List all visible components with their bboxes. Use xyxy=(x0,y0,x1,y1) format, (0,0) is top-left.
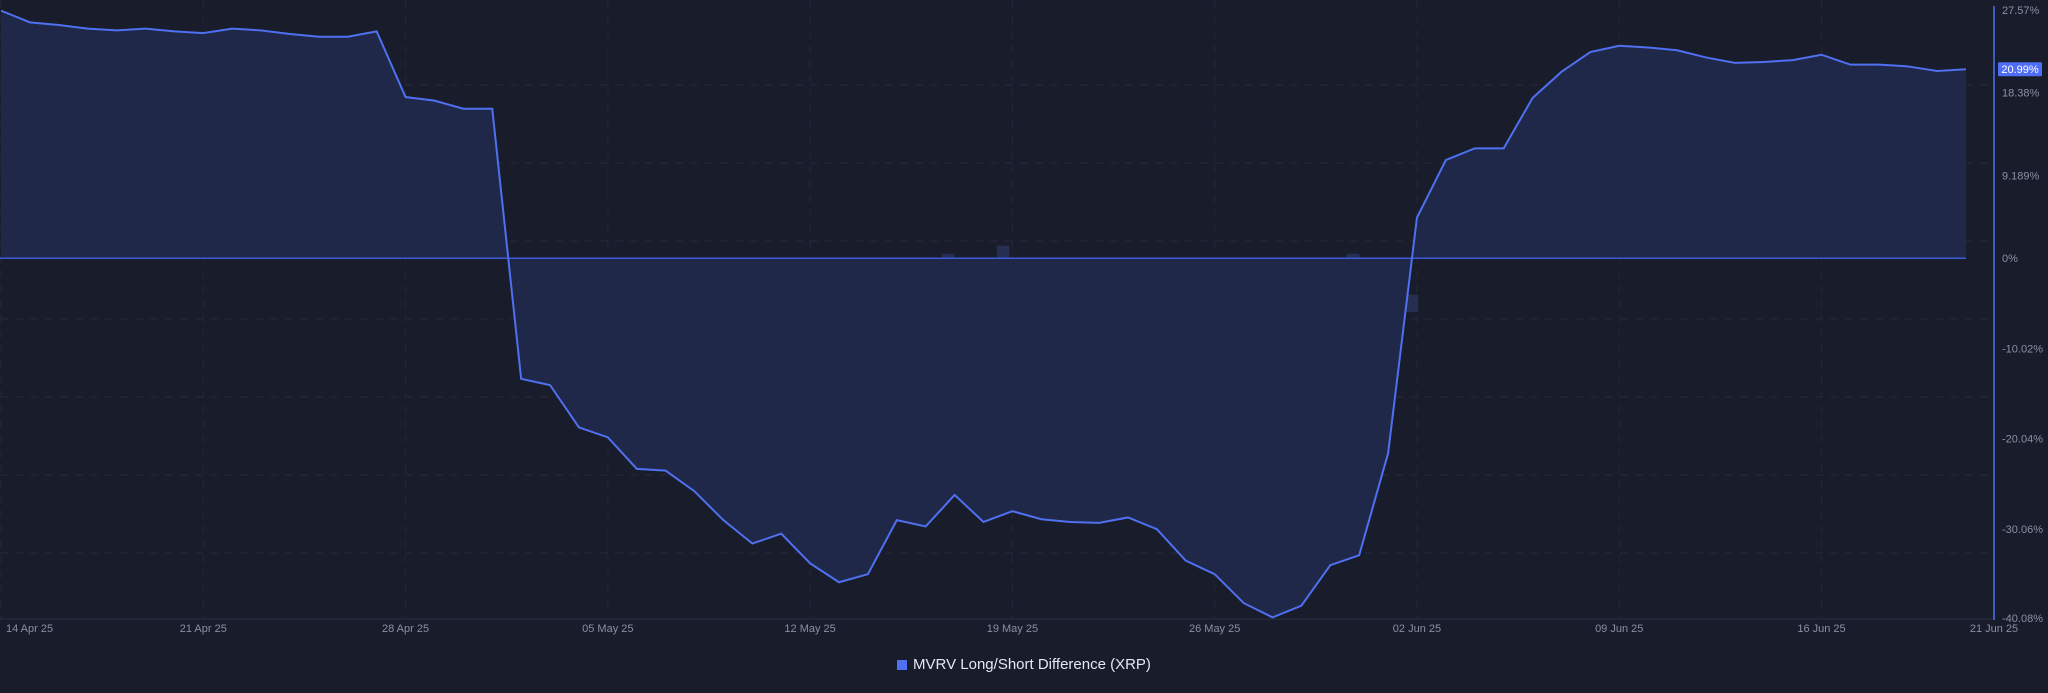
y-tick-label: -20.04% xyxy=(2002,434,2043,446)
y-tick-label: -30.06% xyxy=(2002,524,2043,536)
x-tick-label: 09 Jun 25 xyxy=(1595,623,1643,635)
data-points xyxy=(0,10,1967,618)
x-tick-label: 05 May 25 xyxy=(582,623,633,635)
x-axis: 14 Apr 25 21 Apr 25 28 Apr 25 05 May 25 12 M… xyxy=(6,623,2018,635)
legend-swatch xyxy=(897,660,908,670)
y-tick-label: -10.02% xyxy=(2002,343,2043,355)
legend-label: MVRV Long/Short Difference (XRP) xyxy=(913,656,1151,673)
y-tick-label: 0% xyxy=(2002,253,2018,265)
x-tick-label: 16 Jun 25 xyxy=(1797,623,1845,635)
x-tick-label: 19 May 25 xyxy=(987,623,1038,635)
x-tick-label: 21 Apr 25 xyxy=(180,623,227,635)
series-area xyxy=(1,10,1966,618)
x-tick-label: 26 May 25 xyxy=(1189,623,1240,635)
y-tick-label: -40.08% xyxy=(2002,613,2043,625)
y-tick-label: 9.189% xyxy=(2002,170,2040,182)
y-tick-label: 18.38% xyxy=(2002,88,2040,100)
x-tick-label: 12 May 25 xyxy=(784,623,835,635)
current-value-badge: 20.99% xyxy=(1998,62,2042,77)
svg-text:20.99%: 20.99% xyxy=(2001,64,2039,76)
y-tick-label: 27.57% xyxy=(2002,5,2040,17)
y-axis: 27.57% 18.38% 9.189% 0% -10.02% -20.04% -30.06… xyxy=(2002,5,2043,625)
x-tick-label: 21 Jun 25 xyxy=(1970,623,2018,635)
x-tick-label: 02 Jun 25 xyxy=(1393,623,1441,635)
legend[interactable]: MVRV Long/Short Difference (XRP) xyxy=(0,656,2048,673)
x-tick-label: 28 Apr 25 xyxy=(382,623,429,635)
x-tick-label: 14 Apr 25 xyxy=(6,623,53,635)
